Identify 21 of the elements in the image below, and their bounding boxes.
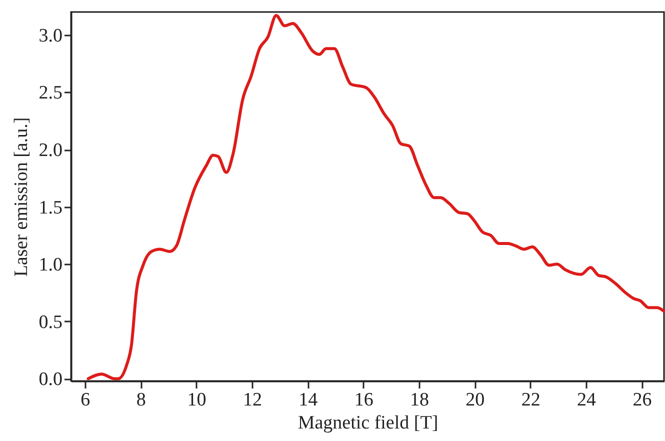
x-tick-label: 20 [466,390,485,410]
x-tick-label: 14 [298,390,318,410]
x-tick-label: 24 [577,390,597,410]
x-tick-label: 22 [521,390,540,410]
x-tick-label: 18 [410,390,430,410]
x-tick-label: 6 [80,390,90,410]
y-tick-label: 1.0 [38,254,62,276]
x-tick-label: 16 [354,390,374,410]
y-tick-label: 1.5 [38,197,62,218]
y-tick-label: 3.0 [38,25,62,46]
y-tick-label: 2.5 [38,82,62,104]
y-axis-title: Laser emission [a.u.] [10,117,32,277]
x-tick-label: 10 [187,390,206,410]
y-tick-label: 0.0 [38,369,62,390]
x-tick-label: 12 [242,390,262,410]
x-axis-title: Magnetic field [T] [298,412,438,434]
y-tick-label: 2.0 [38,140,62,162]
x-tick-label: 8 [136,390,146,410]
y-tick-label: 0.5 [38,312,62,333]
line-series [86,14,665,380]
x-tick-label: 26 [632,390,652,410]
